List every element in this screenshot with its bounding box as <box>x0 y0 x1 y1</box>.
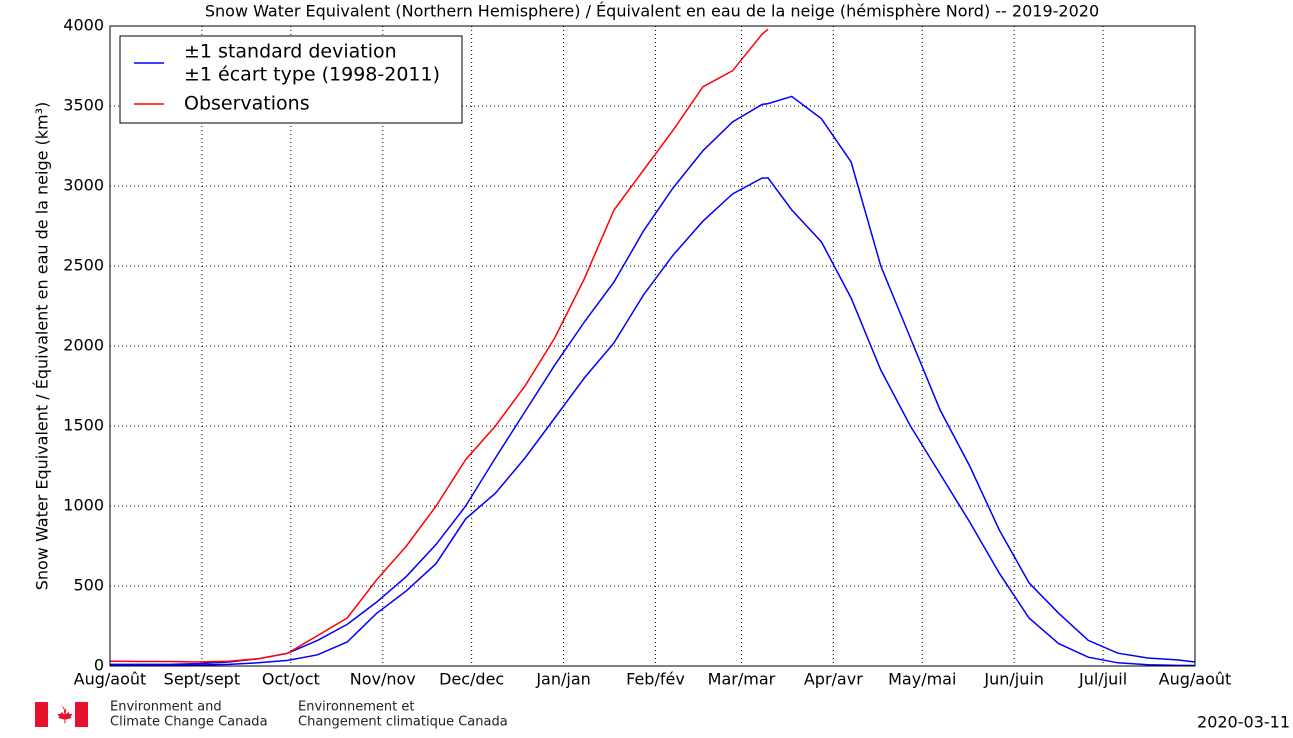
plot-frame <box>109 25 1196 667</box>
x-tick-label: May/mai <box>888 670 956 689</box>
footer-text: Changement climatique Canada <box>298 715 508 730</box>
y-tick-label: 3500 <box>63 96 104 115</box>
legend-label: ±1 standard deviation <box>184 41 397 63</box>
y-tick-label: 500 <box>73 576 104 595</box>
y-axis-label: Snow Water Equivalent / Équivalent en ea… <box>33 102 52 591</box>
x-tick-label: Oct/oct <box>262 670 320 689</box>
x-tick-label: Jul/juil <box>1078 670 1127 689</box>
x-tick-label: Feb/fév <box>626 670 685 689</box>
series-line <box>109 28 769 663</box>
y-tick-label: 2500 <box>63 256 104 275</box>
y-tick-label: 0 <box>94 656 104 675</box>
footer-text: Environment and <box>110 700 222 715</box>
footer-text: Climate Change Canada <box>110 715 268 730</box>
series-line <box>110 95 1196 666</box>
footer-text: Environnement et <box>298 700 414 715</box>
x-tick-label: Sept/sept <box>164 670 240 689</box>
legend-box <box>119 35 463 124</box>
x-tick-label: Apr/avr <box>804 670 863 689</box>
y-tick-label: 3000 <box>63 176 104 195</box>
series-line <box>110 177 1196 667</box>
y-tick-label: 4000 <box>63 16 104 35</box>
x-tick-label: Nov/nov <box>350 670 416 689</box>
footer-date: 2020-03-11 <box>1197 713 1290 732</box>
y-tick-label: 1000 <box>63 496 104 515</box>
legend: ±1 standard deviation±1 écart type (1998… <box>119 35 463 124</box>
x-tick-label: Jan/jan <box>535 670 590 689</box>
x-tick-label: Aug/août <box>74 670 147 689</box>
x-tick-label: Mar/mar <box>708 670 776 689</box>
y-tick-label: 1500 <box>63 416 104 435</box>
legend-label: ±1 écart type (1998-2011) <box>184 64 440 86</box>
legend-label: Observations <box>184 93 310 115</box>
x-tick-label: Jun/juin <box>983 670 1044 689</box>
x-tick-label: Dec/dec <box>439 670 504 689</box>
x-tick-label: Aug/août <box>1159 670 1232 689</box>
logo <box>35 702 88 727</box>
chart-title: Snow Water Equivalent (Northern Hemisphe… <box>205 2 1099 21</box>
y-tick-label: 2000 <box>63 336 104 355</box>
